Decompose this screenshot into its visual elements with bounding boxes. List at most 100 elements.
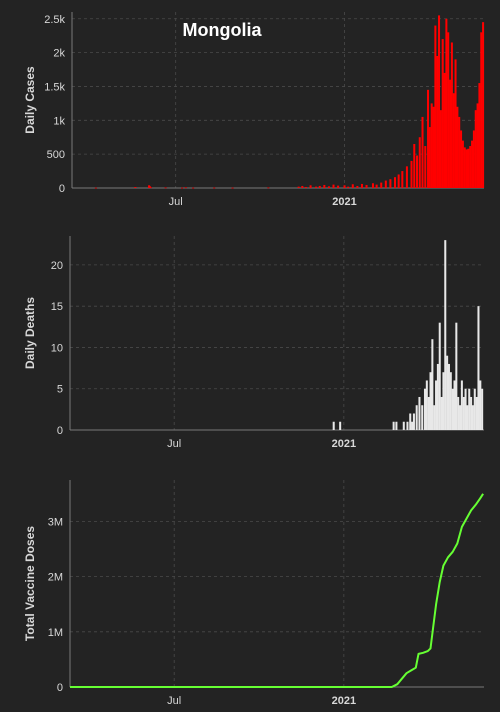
- deaths-bar: [438, 322, 441, 430]
- y-tick-label: 3M: [48, 516, 63, 528]
- deaths-bar: [451, 388, 454, 430]
- deaths-bar: [427, 396, 430, 430]
- y-tick-label: 0: [59, 183, 65, 195]
- y-tick-label: 15: [51, 301, 63, 313]
- cases-bar: [436, 56, 439, 188]
- cases-bar: [337, 185, 340, 188]
- deaths-bar: [457, 396, 460, 430]
- cases-bar: [380, 182, 383, 188]
- cases-bar: [472, 130, 475, 188]
- cases-bar: [416, 155, 419, 188]
- cases-bar: [149, 187, 152, 189]
- cases-bar: [471, 140, 474, 188]
- cases-bar: [482, 22, 485, 189]
- y-tick-label: 1.5k: [44, 81, 65, 93]
- cases-bar: [445, 18, 448, 189]
- x-tick-label: Jul: [169, 196, 183, 208]
- deaths-bar: [449, 372, 452, 430]
- cases-bar: [365, 184, 368, 188]
- deaths-bar: [431, 339, 434, 430]
- y-axis-title: Daily Deaths: [23, 297, 37, 369]
- cases-bar: [297, 186, 300, 188]
- cases-bar: [452, 93, 455, 188]
- y-axis-title: Daily Cases: [23, 66, 37, 134]
- y-tick-label: 2M: [48, 572, 63, 584]
- cases-bar: [301, 185, 304, 188]
- cases-bar: [231, 187, 234, 189]
- deaths-bar: [466, 405, 469, 430]
- cases-bar: [480, 32, 483, 188]
- daily-deaths-chart: 0 5 10 15 20 Jul 2021 Daily Deaths: [23, 236, 484, 450]
- deaths-bar: [459, 405, 462, 430]
- x-tick-label: Jul: [167, 695, 181, 707]
- x-tick-label: 2021: [332, 196, 356, 208]
- deaths-bar: [455, 322, 458, 430]
- cases-bar: [474, 110, 477, 188]
- x-tick-label: Jul: [167, 438, 181, 450]
- cases-bar: [267, 187, 270, 189]
- cases-bar: [134, 186, 137, 188]
- deaths-bar: [418, 396, 421, 430]
- deaths-bar: [475, 396, 478, 430]
- y-tick-label: 0: [57, 425, 63, 437]
- cases-bar: [449, 79, 452, 188]
- deaths-bar: [479, 380, 482, 430]
- cases-bar: [343, 185, 346, 188]
- cases-bar: [427, 89, 430, 188]
- deaths-bar: [411, 421, 414, 430]
- deaths-bar: [392, 421, 395, 430]
- y-tick-label: 2k: [53, 48, 65, 60]
- cases-bar: [418, 137, 421, 188]
- cases-bar: [371, 183, 374, 188]
- y-tick-label: 500: [47, 149, 65, 161]
- cases-bar: [393, 177, 397, 188]
- deaths-bar: [406, 421, 409, 430]
- cases-bar: [401, 171, 404, 188]
- deaths-bar: [477, 306, 480, 430]
- deaths-bar: [442, 372, 445, 430]
- chart-title: Mongolia: [183, 20, 263, 40]
- cases-bar: [430, 103, 433, 188]
- cases-bar: [469, 146, 472, 188]
- cases-bar: [450, 42, 453, 188]
- cases-bar: [323, 184, 326, 188]
- cases-bar: [304, 186, 307, 188]
- cases-bar: [389, 179, 392, 188]
- deaths-bar: [429, 372, 432, 430]
- cases-bar: [467, 148, 470, 188]
- cases-bar: [463, 147, 466, 188]
- cases-bar: [356, 185, 359, 188]
- deaths-bar: [462, 396, 465, 430]
- cases-bar: [421, 116, 424, 188]
- y-tick-label: 1k: [53, 115, 65, 127]
- deaths-bar: [444, 240, 447, 430]
- deaths-bar: [435, 380, 438, 430]
- cases-bar: [405, 166, 408, 188]
- cases-bar: [439, 110, 442, 188]
- cases-bar: [318, 185, 321, 188]
- cases-bar: [213, 187, 216, 189]
- deaths-bar: [453, 380, 456, 430]
- deaths-bar: [402, 421, 405, 430]
- deaths-bar: [395, 421, 398, 430]
- x-tick-label: 2021: [332, 695, 356, 707]
- vaccine-line: [70, 493, 484, 688]
- cases-bar: [424, 146, 427, 188]
- y-axis-title: Total Vaccine Doses: [23, 526, 37, 641]
- cases-bar: [441, 39, 444, 189]
- cases-bar: [327, 186, 330, 188]
- x-tick-label: 2021: [332, 438, 356, 450]
- cases-bar: [375, 184, 378, 188]
- deaths-bar: [446, 355, 449, 430]
- deaths-bar: [471, 405, 474, 430]
- cases-bar: [309, 185, 312, 188]
- deaths-bar: [447, 363, 450, 430]
- cases-bar: [432, 106, 435, 188]
- cases-bar: [351, 184, 354, 188]
- cases-bar: [458, 116, 461, 188]
- deaths-bar: [332, 421, 335, 430]
- cases-bar: [428, 127, 431, 188]
- deaths-bar: [481, 388, 484, 430]
- vaccine-doses-chart: 0 1M 2M 3M Jul 2021 Total Vaccine Doses: [23, 480, 484, 707]
